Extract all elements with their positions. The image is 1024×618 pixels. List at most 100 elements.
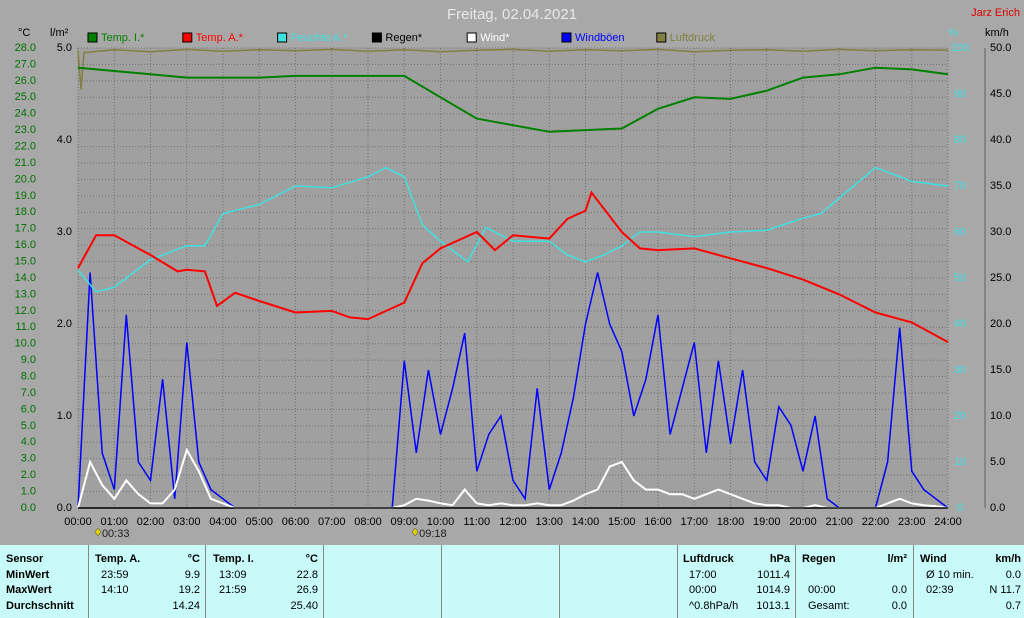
table-cell: Ø 10 min. [926,569,974,581]
y-tick-label: 50 [954,272,966,284]
legend-label: Temp. A.* [196,32,244,44]
x-tick-label: 12:00 [499,516,527,528]
table-cell: MinWert [6,569,50,581]
table-divider [559,545,560,618]
series-line [77,272,949,509]
legend-swatch [277,32,288,43]
y-tick-label: 22.0 [15,140,36,152]
x-tick-label: 21:00 [825,516,853,528]
table-cell: 00:00 [808,584,836,596]
y-tick-label: 80 [954,134,966,146]
y-tick-label: 0 [957,502,963,514]
table-divider [795,545,796,618]
x-tick-label: 06:00 [282,516,310,528]
table-cell: Luftdruck [683,553,734,565]
y-tick-label: 3.0 [57,226,72,238]
y-tick-label: 15.0 [990,364,1011,376]
x-tick-label: 02:00 [137,516,165,528]
x-tick-label: 04:00 [209,516,237,528]
legend-label: Temp. I.* [101,32,145,44]
axis-unit: l/m² [50,27,69,39]
y-tick-label: 1.0 [21,485,36,497]
table-cell: 0.0 [891,600,907,612]
x-tick-label: 00:00 [64,516,92,528]
y-tick-label: 13.0 [15,288,36,300]
y-tick-label: 24.0 [15,108,36,120]
table-cell: 21:59 [219,584,247,596]
table-cell: °C [305,553,318,565]
x-tick-label: 23:00 [898,516,926,528]
table-cell: 26.9 [296,584,318,596]
legend-label: Windböen [575,32,625,44]
y-tick-label: 30 [954,364,966,376]
table-divider [323,545,324,618]
summary-table: Sensor Temp. A. °C Temp. I. °C Luftdruck hPa Re… [0,545,1024,618]
x-tick-label: 18:00 [717,516,745,528]
y-tick-label: 2.0 [21,469,36,481]
legend-label: Regen* [385,32,422,44]
chart: Freitag, 02.04.2021 Jarz Erich °C l/m² %… [15,6,1020,540]
table-cell: hPa [769,553,790,565]
y-tick-label: 17.0 [15,223,36,235]
table-divider [913,545,914,618]
x-tick-label: 11:00 [463,516,490,528]
legend-label: Luftdruck [670,32,716,44]
table-cell: 00:00 [689,584,717,596]
y-tick-label: 4.0 [21,436,36,448]
table-divider [205,545,206,618]
table-cell: Durchschnitt [6,600,74,612]
legend-swatch [656,32,667,43]
y-tick-label: 4.0 [57,134,72,146]
y-tick-label: 18.0 [15,206,36,218]
table-cell: MaxWert [6,584,52,596]
table-cell: Wind [920,553,947,565]
table-cell: °C [187,553,200,565]
legend-swatch [561,32,572,43]
table-cell: Sensor [6,553,44,565]
table-cell: N 11.7 [989,584,1021,596]
table-cell: 1014.9 [756,584,790,596]
table-cell: 02:39 [926,584,954,596]
y-tick-label: 27.0 [15,58,36,70]
x-tick-label: 10:00 [427,516,455,528]
x-tick-label: 17:00 [680,516,708,528]
y-tick-label: 40.0 [990,134,1011,146]
y-tick-label: 7.0 [21,387,36,399]
y-tick-label: 5.0 [57,42,72,54]
y-tick-label: 2.0 [57,318,72,330]
table-cell: 17:00 [689,569,717,581]
y-tick-label: 0.0 [990,502,1005,514]
table-cell: 14.24 [172,600,200,612]
y-tick-label: 60 [954,226,966,238]
y-tick-label: 100 [951,42,969,54]
y-tick-label: 70 [954,180,966,192]
x-tick-label: 15:00 [608,516,636,528]
y-tick-label: 26.0 [15,75,36,87]
annotation: 09:18 [419,528,447,540]
y-tick-label: 90 [954,88,966,100]
y-tick-label: 10 [954,456,966,468]
y-tick-label: 20.0 [15,173,36,185]
y-tick-label: 3.0 [21,453,36,465]
x-tick-label: 03:00 [173,516,201,528]
table-divider [88,545,89,618]
series-line [77,190,949,343]
series-line [77,48,949,90]
table-cell: 0.0 [891,584,907,596]
y-tick-label: 23.0 [15,124,36,136]
table-cell: ^0.8hPa/h [689,600,739,612]
y-tick-label: 20 [954,410,966,422]
y-tick-label: 1.0 [57,410,72,422]
legend-label: Wind* [480,32,510,44]
table-cell: 22.8 [296,569,318,581]
axis-unit: °C [18,27,30,39]
legend-swatch [466,32,477,43]
y-tick-label: 20.0 [990,318,1011,330]
table-cell: Gesamt: [808,600,850,612]
y-tick-label: 19.0 [15,190,36,202]
x-tick-label: 19:00 [753,516,781,528]
x-tick-label: 07:00 [318,516,346,528]
y-tick-label: 12.0 [15,305,36,317]
y-tick-label: 9.0 [21,354,36,366]
